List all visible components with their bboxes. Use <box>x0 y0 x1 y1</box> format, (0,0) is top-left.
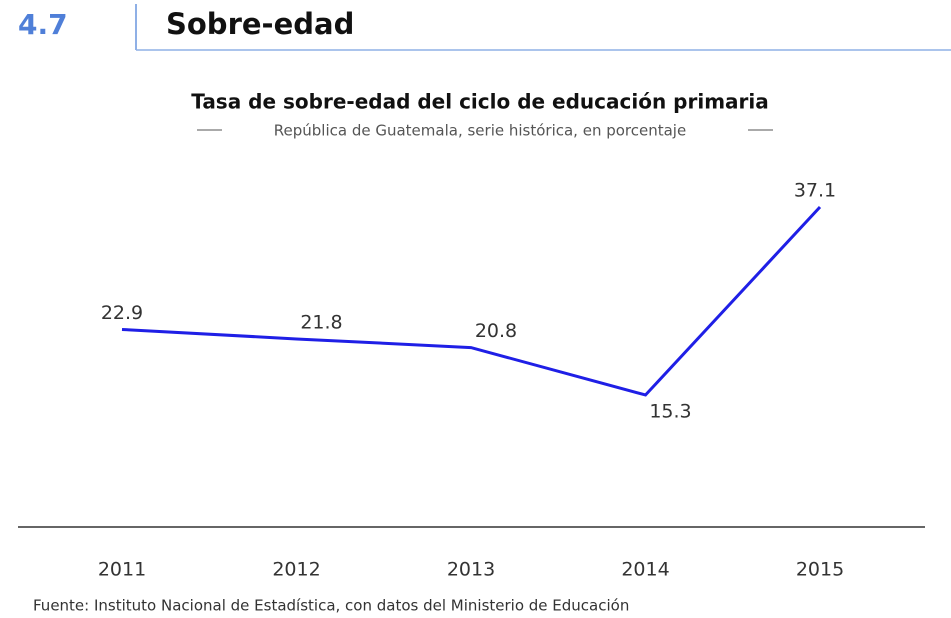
section-title: Sobre-edad <box>166 7 354 41</box>
x-tick-label: 2015 <box>796 559 844 581</box>
data-label: 37.1 <box>794 180 836 202</box>
x-tick-label: 2012 <box>272 559 320 581</box>
x-tick-label: 2014 <box>621 559 669 581</box>
x-tick-label: 2011 <box>98 559 146 581</box>
x-tick-label: 2013 <box>447 559 495 581</box>
data-label: 15.3 <box>649 401 691 423</box>
chart-title: Tasa de sobre-edad del ciclo de educació… <box>191 90 769 114</box>
data-label: 22.9 <box>101 302 143 324</box>
chart-subtitle: República de Guatemala, serie histórica,… <box>274 122 686 140</box>
source-note: Fuente: Instituto Nacional de Estadístic… <box>33 597 629 615</box>
section-number: 4.7 <box>18 8 68 41</box>
data-label: 21.8 <box>300 311 342 333</box>
line-series <box>121 205 822 397</box>
data-label: 20.8 <box>475 320 517 342</box>
